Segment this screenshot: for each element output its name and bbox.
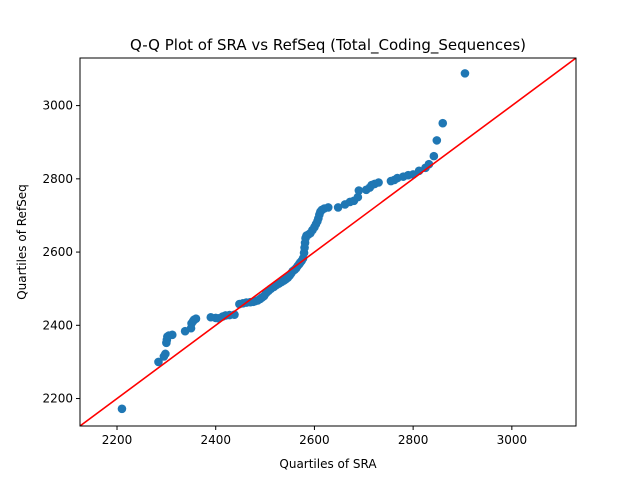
y-tick-label: 3000 bbox=[42, 99, 73, 113]
x-tick-label: 2400 bbox=[200, 433, 231, 447]
x-tick-label: 2800 bbox=[398, 433, 429, 447]
y-axis-ticks: 2200 2400 2600 2800 3000 bbox=[42, 99, 80, 406]
y-tick-label: 2200 bbox=[42, 392, 73, 406]
y-axis-label: Quartiles of RefSeq bbox=[15, 184, 29, 300]
data-point bbox=[323, 203, 333, 212]
data-point bbox=[374, 178, 383, 187]
plot-area bbox=[80, 58, 576, 426]
data-point bbox=[460, 69, 470, 78]
chart-title: Q-Q Plot of SRA vs RefSeq (Total_Coding_… bbox=[130, 36, 526, 55]
x-axis-ticks: 2200 2400 2600 2800 3000 bbox=[102, 426, 527, 447]
data-point bbox=[161, 349, 170, 359]
data-point bbox=[354, 186, 364, 195]
data-point bbox=[432, 136, 442, 145]
data-point bbox=[438, 118, 448, 128]
y-tick-label: 2600 bbox=[42, 245, 73, 259]
data-point bbox=[429, 151, 439, 161]
data-point bbox=[333, 203, 343, 212]
axes-frame bbox=[79, 57, 577, 427]
reference-line bbox=[80, 58, 576, 426]
y-tick-label: 2400 bbox=[42, 318, 73, 332]
data-point bbox=[167, 330, 177, 340]
data-point bbox=[154, 357, 163, 367]
x-tick-label: 2600 bbox=[299, 433, 330, 447]
data-point bbox=[117, 404, 127, 414]
y-tick-label: 2800 bbox=[42, 172, 73, 186]
x-axis-label: Quartiles of SRA bbox=[279, 457, 377, 471]
x-tick-label: 3000 bbox=[497, 433, 528, 447]
x-tick-label: 2200 bbox=[102, 433, 133, 447]
data-point bbox=[353, 192, 363, 202]
data-point bbox=[191, 314, 201, 324]
data-points bbox=[117, 69, 470, 414]
